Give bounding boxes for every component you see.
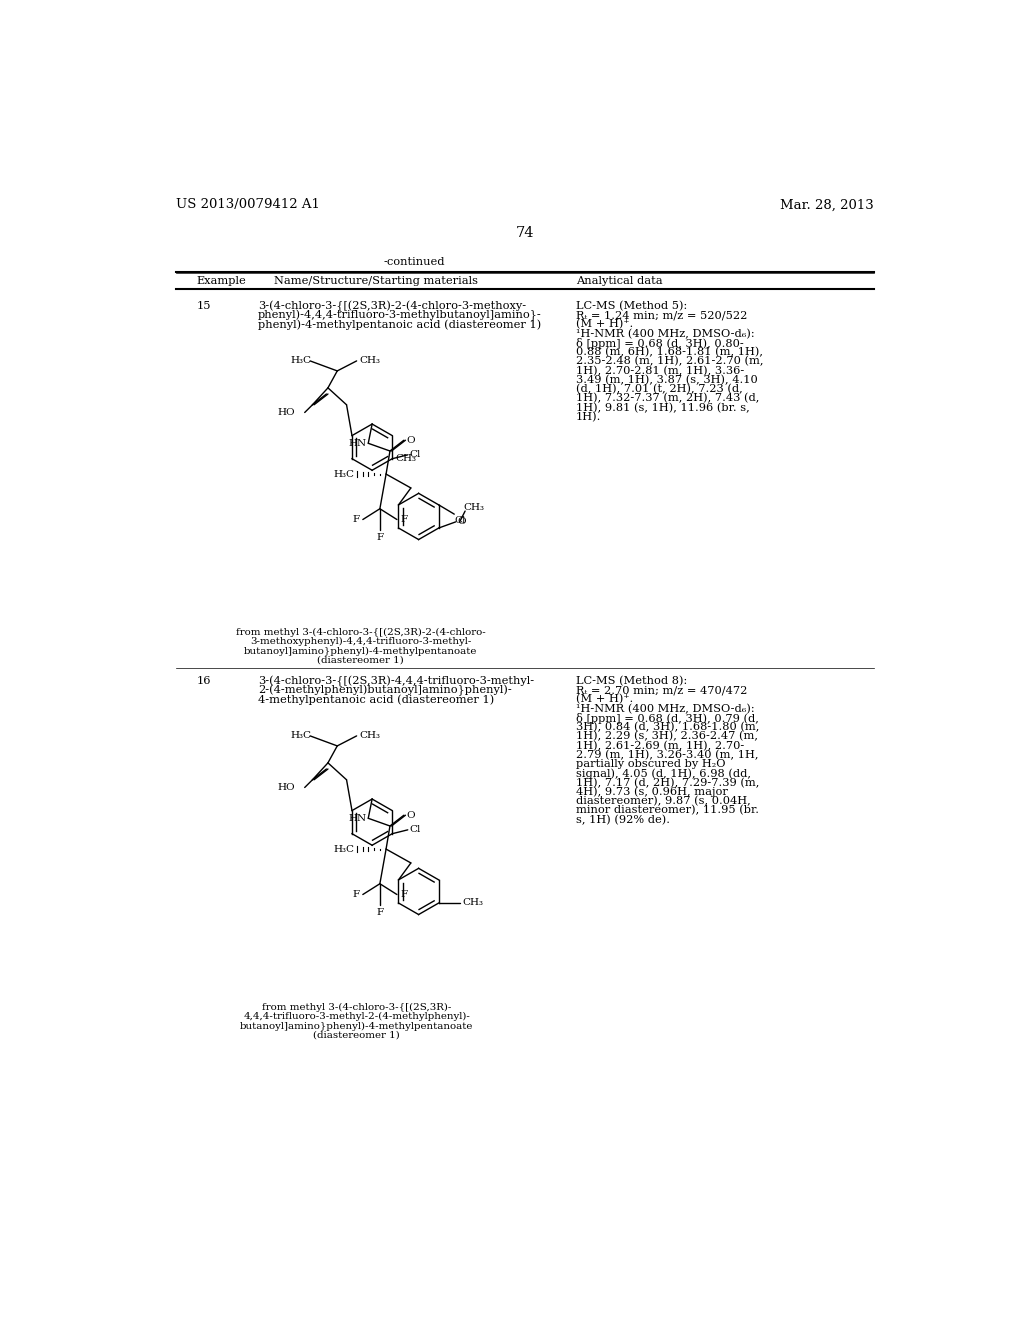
Text: Rₜ = 1.24 min; m/z = 520/522: Rₜ = 1.24 min; m/z = 520/522 bbox=[575, 310, 748, 319]
Text: H₃C: H₃C bbox=[291, 731, 311, 741]
Text: 3H), 0.84 (d, 3H), 1.68-1.80 (m,: 3H), 0.84 (d, 3H), 1.68-1.80 (m, bbox=[575, 722, 760, 733]
Text: phenyl)-4,4,4-trifluoro-3-methylbutanoyl]amino}-: phenyl)-4,4,4-trifluoro-3-methylbutanoyl… bbox=[258, 310, 542, 322]
Text: F: F bbox=[400, 515, 408, 524]
Text: LC-MS (Method 8):: LC-MS (Method 8): bbox=[575, 676, 687, 686]
Text: Example: Example bbox=[197, 276, 246, 286]
Text: O: O bbox=[407, 436, 415, 445]
Text: F: F bbox=[352, 515, 359, 524]
Text: Analytical data: Analytical data bbox=[575, 276, 663, 286]
Text: 1H), 2.70-2.81 (m, 1H), 3.36-: 1H), 2.70-2.81 (m, 1H), 3.36- bbox=[575, 366, 744, 376]
Text: 3-methoxyphenyl)-4,4,4-trifluoro-3-methyl-: 3-methoxyphenyl)-4,4,4-trifluoro-3-methy… bbox=[250, 638, 471, 647]
Text: HO: HO bbox=[278, 783, 295, 792]
Text: LC-MS (Method 5):: LC-MS (Method 5): bbox=[575, 301, 687, 312]
Text: butanoyl]amino}phenyl)-4-methylpentanoate: butanoyl]amino}phenyl)-4-methylpentanoat… bbox=[244, 647, 477, 656]
Text: CH₃: CH₃ bbox=[395, 454, 417, 463]
Text: from methyl 3-(4-chloro-3-{[(2S,3R)-: from methyl 3-(4-chloro-3-{[(2S,3R)- bbox=[262, 1003, 452, 1012]
Text: 15: 15 bbox=[197, 301, 211, 310]
Text: signal), 4.05 (d, 1H), 6.98 (dd,: signal), 4.05 (d, 1H), 6.98 (dd, bbox=[575, 768, 751, 779]
Text: 4-methylpentanoic acid (diastereomer 1): 4-methylpentanoic acid (diastereomer 1) bbox=[258, 694, 495, 705]
Text: δ [ppm] = 0.68 (d, 3H), 0.79 (d,: δ [ppm] = 0.68 (d, 3H), 0.79 (d, bbox=[575, 713, 759, 723]
Text: F: F bbox=[376, 908, 383, 917]
Text: phenyl)-4-methylpentanoic acid (diastereomer 1): phenyl)-4-methylpentanoic acid (diastere… bbox=[258, 319, 542, 330]
Text: ¹H-NMR (400 MHz, DMSO-d₆):: ¹H-NMR (400 MHz, DMSO-d₆): bbox=[575, 704, 755, 714]
Text: CH₃: CH₃ bbox=[464, 503, 484, 512]
Text: H₃C: H₃C bbox=[333, 845, 354, 854]
Text: minor diastereomer), 11.95 (br.: minor diastereomer), 11.95 (br. bbox=[575, 805, 759, 816]
Text: 4H), 9.73 (s, 0.96H, major: 4H), 9.73 (s, 0.96H, major bbox=[575, 787, 728, 797]
Text: δ [ppm] = 0.68 (d, 3H), 0.80-: δ [ppm] = 0.68 (d, 3H), 0.80- bbox=[575, 338, 743, 348]
Text: F: F bbox=[400, 890, 408, 899]
Text: diastereomer), 9.87 (s, 0.04H,: diastereomer), 9.87 (s, 0.04H, bbox=[575, 796, 751, 807]
Text: partially obscured by H₂O: partially obscured by H₂O bbox=[575, 759, 725, 770]
Text: 1H).: 1H). bbox=[575, 412, 601, 422]
Text: (diastereomer 1): (diastereomer 1) bbox=[317, 656, 403, 665]
Text: US 2013/0079412 A1: US 2013/0079412 A1 bbox=[176, 198, 319, 211]
Text: 74: 74 bbox=[515, 226, 535, 240]
Text: 1H), 2.61-2.69 (m, 1H), 2.70-: 1H), 2.61-2.69 (m, 1H), 2.70- bbox=[575, 741, 744, 751]
Text: CH₃: CH₃ bbox=[359, 356, 380, 366]
Text: HO: HO bbox=[278, 408, 295, 417]
Text: from methyl 3-(4-chloro-3-{[(2S,3R)-2-(4-chloro-: from methyl 3-(4-chloro-3-{[(2S,3R)-2-(4… bbox=[236, 628, 485, 638]
Text: 16: 16 bbox=[197, 676, 211, 686]
Text: s, 1H) (92% de).: s, 1H) (92% de). bbox=[575, 814, 670, 825]
Text: 4,4,4-trifluoro-3-methyl-2-(4-methylphenyl)-: 4,4,4-trifluoro-3-methyl-2-(4-methylphen… bbox=[243, 1012, 470, 1022]
Text: HN: HN bbox=[348, 814, 367, 822]
Text: Name/Structure/Starting materials: Name/Structure/Starting materials bbox=[274, 276, 478, 286]
Text: O: O bbox=[407, 810, 415, 820]
Text: H₃C: H₃C bbox=[333, 470, 354, 479]
Text: (M + H)⁺.: (M + H)⁺. bbox=[575, 319, 633, 330]
Text: 1H), 9.81 (s, 1H), 11.96 (br. s,: 1H), 9.81 (s, 1H), 11.96 (br. s, bbox=[575, 403, 750, 413]
Text: 1H), 7.17 (d, 2H), 7.29-7.39 (m,: 1H), 7.17 (d, 2H), 7.29-7.39 (m, bbox=[575, 777, 760, 788]
Text: 1H), 7.32-7.37 (m, 2H), 7.43 (d,: 1H), 7.32-7.37 (m, 2H), 7.43 (d, bbox=[575, 393, 760, 404]
Text: F: F bbox=[352, 890, 359, 899]
Text: 2-(4-methylphenyl)butanoyl]amino}phenyl)-: 2-(4-methylphenyl)butanoyl]amino}phenyl)… bbox=[258, 685, 512, 697]
Text: (M + H)⁺.: (M + H)⁺. bbox=[575, 694, 633, 705]
Text: Cl: Cl bbox=[410, 825, 421, 834]
Text: Rₜ = 2.70 min; m/z = 470/472: Rₜ = 2.70 min; m/z = 470/472 bbox=[575, 685, 748, 696]
Text: Cl: Cl bbox=[455, 516, 466, 524]
Text: O: O bbox=[458, 517, 466, 527]
Text: (d, 1H), 7.01 (t, 2H), 7.23 (d,: (d, 1H), 7.01 (t, 2H), 7.23 (d, bbox=[575, 384, 742, 395]
Text: Mar. 28, 2013: Mar. 28, 2013 bbox=[780, 198, 873, 211]
Text: ¹H-NMR (400 MHz, DMSO-d₆):: ¹H-NMR (400 MHz, DMSO-d₆): bbox=[575, 329, 755, 339]
Text: 1H), 2.29 (s, 3H), 2.36-2.47 (m,: 1H), 2.29 (s, 3H), 2.36-2.47 (m, bbox=[575, 731, 758, 742]
Text: 2.35-2.48 (m, 1H), 2.61-2.70 (m,: 2.35-2.48 (m, 1H), 2.61-2.70 (m, bbox=[575, 356, 764, 367]
Text: butanoyl]amino}phenyl)-4-methylpentanoate: butanoyl]amino}phenyl)-4-methylpentanoat… bbox=[240, 1022, 473, 1031]
Text: CH₃: CH₃ bbox=[359, 731, 380, 741]
Text: 3-(4-chloro-3-{[(2S,3R)-4,4,4-trifluoro-3-methyl-: 3-(4-chloro-3-{[(2S,3R)-4,4,4-trifluoro-… bbox=[258, 676, 535, 688]
Text: CH₃: CH₃ bbox=[462, 899, 483, 907]
Text: H₃C: H₃C bbox=[291, 356, 311, 366]
Text: HN: HN bbox=[348, 438, 367, 447]
Text: (diastereomer 1): (diastereomer 1) bbox=[313, 1031, 400, 1040]
Text: 2.79 (m, 1H), 3.26-3.40 (m, 1H,: 2.79 (m, 1H), 3.26-3.40 (m, 1H, bbox=[575, 750, 759, 760]
Text: -continued: -continued bbox=[384, 257, 445, 267]
Text: 3-(4-chloro-3-{[(2S,3R)-2-(4-chloro-3-methoxy-: 3-(4-chloro-3-{[(2S,3R)-2-(4-chloro-3-me… bbox=[258, 301, 526, 313]
Text: Cl: Cl bbox=[410, 450, 421, 459]
Text: 3.49 (m, 1H), 3.87 (s, 3H), 4.10: 3.49 (m, 1H), 3.87 (s, 3H), 4.10 bbox=[575, 375, 758, 385]
Text: 0.88 (m, 6H), 1.68-1.81 (m, 1H),: 0.88 (m, 6H), 1.68-1.81 (m, 1H), bbox=[575, 347, 763, 358]
Text: F: F bbox=[376, 533, 383, 543]
